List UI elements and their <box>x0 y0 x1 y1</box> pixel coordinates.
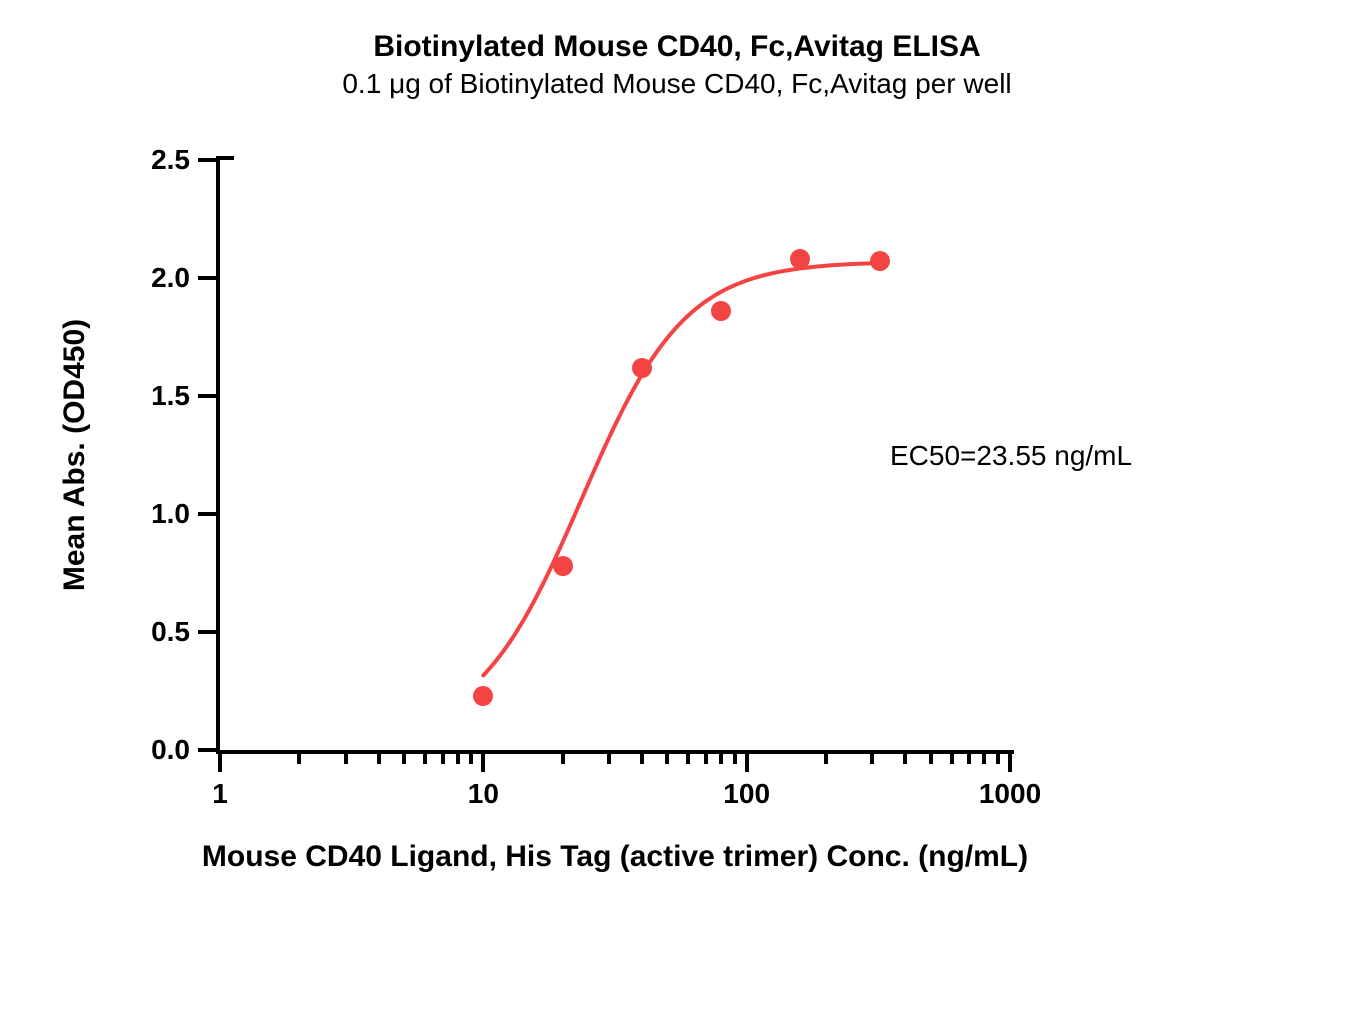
y-tick <box>198 512 216 516</box>
x-minor-tick <box>607 754 611 764</box>
y-tick <box>198 630 216 634</box>
x-minor-tick <box>297 754 301 764</box>
data-point <box>711 301 731 321</box>
x-tick-label: 100 <box>723 778 770 810</box>
x-minor-tick <box>402 754 406 764</box>
x-minor-tick <box>377 754 381 764</box>
x-minor-tick <box>423 754 427 764</box>
x-major-tick <box>218 754 222 772</box>
x-minor-tick <box>665 754 669 764</box>
x-minor-tick <box>686 754 690 764</box>
y-tick <box>198 394 216 398</box>
x-major-tick <box>481 754 485 772</box>
x-tick-label: 1 <box>212 778 228 810</box>
x-minor-tick <box>950 754 954 764</box>
x-minor-tick <box>733 754 737 764</box>
x-major-tick <box>1008 754 1012 772</box>
x-major-tick <box>745 754 749 772</box>
data-point <box>790 249 810 269</box>
x-minor-tick <box>441 754 445 764</box>
x-minor-tick <box>929 754 933 764</box>
x-minor-tick <box>561 754 565 764</box>
x-minor-tick <box>870 754 874 764</box>
x-axis-label: Mouse CD40 Ligand, His Tag (active trime… <box>202 840 1028 874</box>
chart-title: Biotinylated Mouse CD40, Fc,Avitag ELISA <box>0 30 1354 64</box>
chart-subtitle: 0.1 μg of Biotinylated Mouse CD40, Fc,Av… <box>0 68 1354 100</box>
page: Biotinylated Mouse CD40, Fc,Avitag ELISA… <box>0 0 1354 1032</box>
x-minor-tick <box>996 754 1000 764</box>
y-tick-label: 2.5 <box>110 144 190 176</box>
x-tick-label: 1000 <box>979 778 1041 810</box>
x-minor-tick <box>344 754 348 764</box>
y-tick <box>198 748 216 752</box>
y-axis-cap <box>216 156 234 160</box>
title-block: Biotinylated Mouse CD40, Fc,Avitag ELISA… <box>0 30 1354 100</box>
y-tick-label: 2.0 <box>110 262 190 294</box>
x-minor-tick <box>982 754 986 764</box>
x-minor-tick <box>456 754 460 764</box>
y-tick-label: 1.5 <box>110 380 190 412</box>
data-point <box>473 686 493 706</box>
data-point <box>870 251 890 271</box>
x-minor-tick <box>640 754 644 764</box>
x-minor-tick <box>469 754 473 764</box>
x-minor-tick <box>824 754 828 764</box>
x-tick-label: 10 <box>468 778 499 810</box>
fit-polyline <box>483 263 879 675</box>
y-tick <box>198 276 216 280</box>
x-minor-tick <box>903 754 907 764</box>
data-point <box>632 358 652 378</box>
data-point <box>553 556 573 576</box>
y-tick-label: 0.5 <box>110 616 190 648</box>
x-minor-tick <box>967 754 971 764</box>
y-tick-label: 1.0 <box>110 498 190 530</box>
ec50-annotation: EC50=23.55 ng/mL <box>890 440 1132 472</box>
y-axis-label: Mean Abs. (OD450) <box>58 319 92 591</box>
x-minor-tick <box>719 754 723 764</box>
x-axis-line <box>216 750 1014 754</box>
y-tick-label: 0.0 <box>110 734 190 766</box>
y-tick <box>198 158 216 162</box>
y-axis-line <box>216 156 220 754</box>
x-minor-tick <box>704 754 708 764</box>
